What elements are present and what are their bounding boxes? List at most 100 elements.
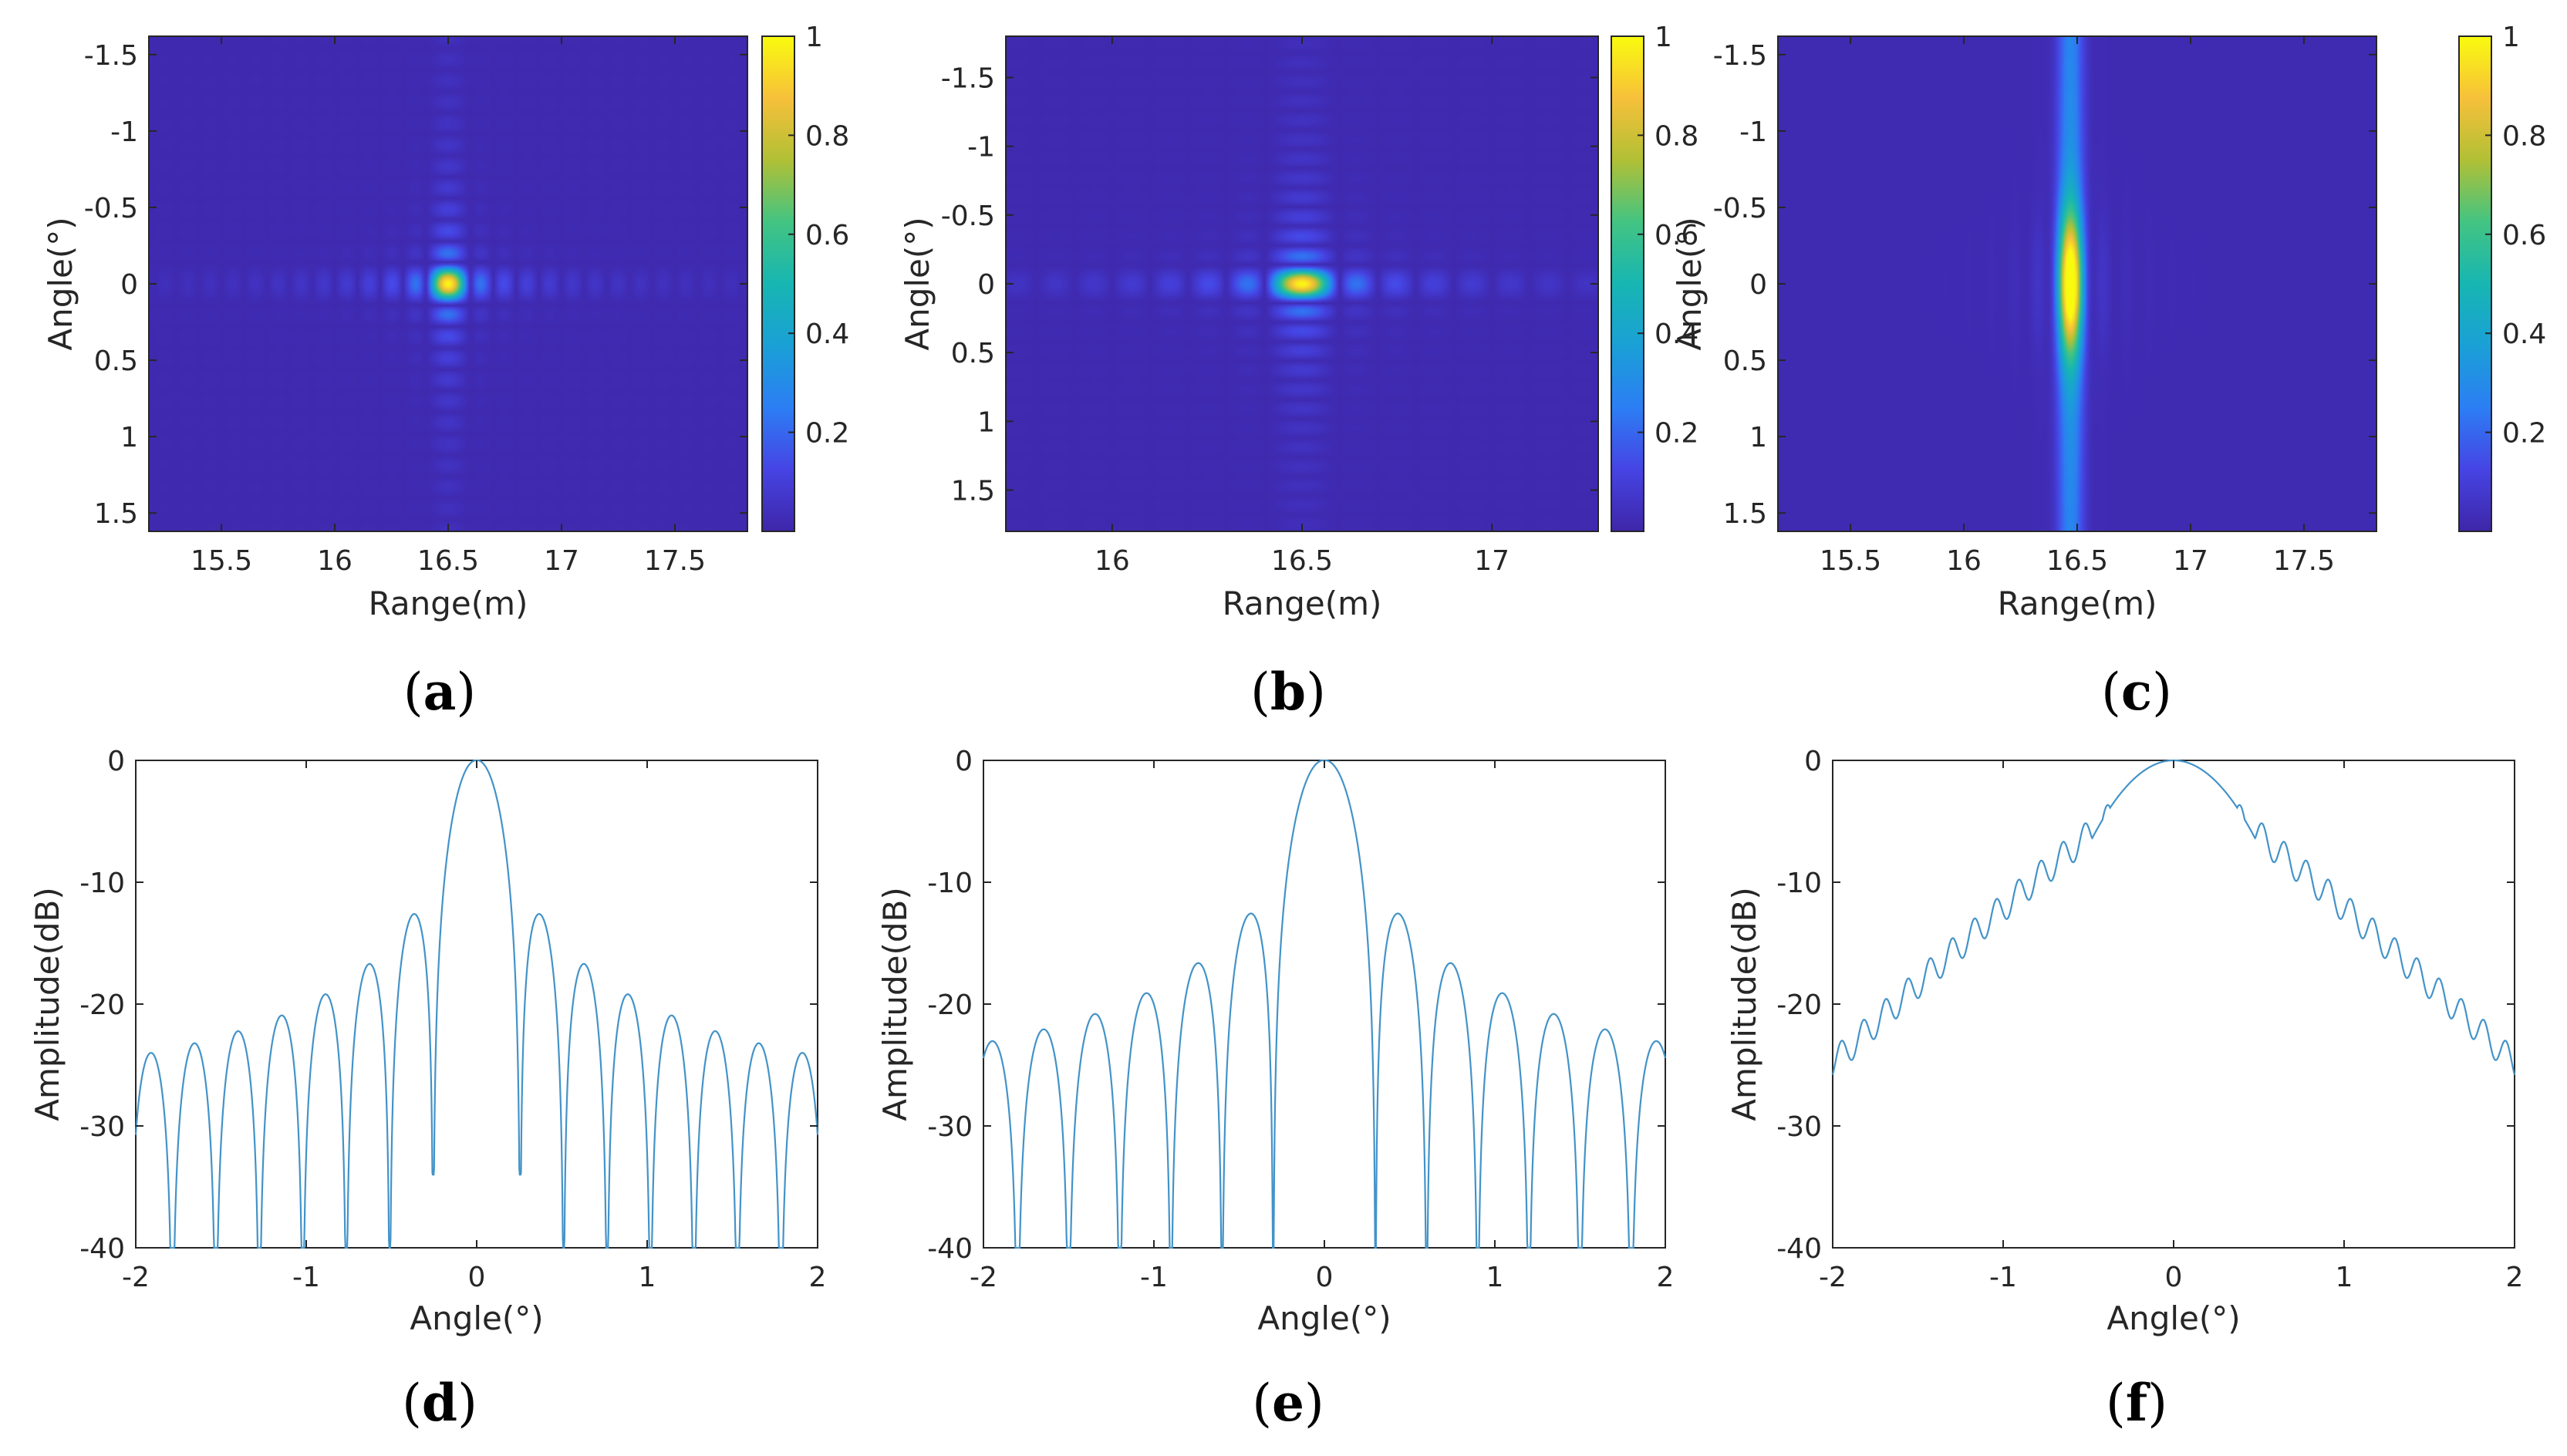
y-tick-label: -1.5: [941, 63, 995, 95]
x-tick-label: 17: [2173, 545, 2208, 577]
colorbar-tick-label: 0.4: [2502, 318, 2546, 350]
x-tick-label: 16: [1095, 545, 1130, 577]
colorbar-tick-label: 1: [1655, 22, 1672, 53]
y-tick-label: -10: [79, 868, 125, 899]
x-tick-label: -1: [1140, 1262, 1168, 1293]
axes-frame: [135, 760, 818, 1249]
y-tick-label: -20: [79, 989, 125, 1021]
colorbar-tick-label: 0.2: [805, 418, 849, 450]
y-tick-label: -20: [927, 989, 973, 1021]
x-tick-label: 0: [2165, 1262, 2183, 1293]
y-tick-label: 0: [107, 746, 125, 777]
y-tick-label: -30: [927, 1111, 973, 1143]
y-tick-label: 0: [120, 269, 138, 301]
x-tick-label: 17: [544, 545, 579, 577]
x-tick-label: 2: [2506, 1262, 2524, 1293]
panel-b-heatmap: 16 16.5 17 -1.5 -1 -0.5 0 0.5 1 1.5 Range(m) Angle(…: [899, 22, 1698, 622]
y-tick-label: 0: [1804, 746, 1822, 777]
y-axis-label: Amplitude(dB): [876, 887, 914, 1121]
colorbar-frame: [2458, 35, 2492, 532]
x-tick-label: 17: [1474, 545, 1510, 577]
x-tick-label: 16: [317, 545, 352, 577]
heatmap-image: [1006, 36, 1598, 531]
x-tick-label: -1: [292, 1262, 320, 1293]
x-tick-label: 16.5: [1271, 545, 1333, 577]
colorbar: [762, 36, 794, 531]
x-axis-label: Angle(°): [1257, 1299, 1391, 1337]
y-tick-label: -1: [967, 132, 995, 163]
x-tick-label: 17.5: [2273, 545, 2335, 577]
colorbar-tick-label: 0.6: [2502, 220, 2546, 251]
colorbar-tick-label: 0.4: [805, 318, 849, 350]
y-tick-label: -1: [1739, 116, 1767, 148]
colorbar-tick-label: 0.4: [1655, 318, 1698, 350]
y-axis-label: Amplitude(dB): [29, 887, 66, 1121]
colorbar-tick-label: 0.6: [805, 220, 849, 251]
x-tick-label: -2: [1819, 1262, 1847, 1293]
y-tick-label: 0: [955, 746, 973, 777]
x-tick-label: 16: [1946, 545, 1982, 577]
x-tick-label: 17.5: [644, 545, 706, 577]
caption-d: (d): [402, 1373, 477, 1433]
colorbar-frame: [761, 35, 795, 532]
y-tick-label: 1: [1749, 422, 1767, 453]
y-tick-label: 1.5: [951, 476, 995, 507]
x-tick-label: 15.5: [191, 545, 252, 577]
y-tick-label: -30: [79, 1111, 125, 1143]
y-tick-label: -0.5: [84, 193, 138, 224]
x-axis-label: Angle(°): [410, 1299, 543, 1337]
x-axis-label: Range(m): [1998, 585, 2157, 622]
caption-a: (a): [403, 662, 476, 722]
caption-f: (f): [2106, 1373, 2167, 1433]
y-tick-label: -1.5: [1713, 40, 1767, 72]
y-tick-label: 0: [1749, 269, 1767, 301]
x-tick-label: 0: [468, 1262, 486, 1293]
y-tick-label: -40: [927, 1233, 973, 1265]
panel-a-heatmap: 15.5 16 16.5 17 17.5 -1.5 -1 -0.5 0 0.5 1 1.5 Range(…: [42, 22, 849, 622]
colorbar-tick-label: 0.8: [2502, 120, 2546, 152]
colorbar-tick-label: 0.2: [1655, 418, 1698, 450]
panel-e-line-plot: -2 -1 0 1 20-10-20-30-40Angle(°)Amplitude(dB…: [876, 746, 1674, 1337]
x-tick-label: 2: [809, 1262, 827, 1293]
panel-f-line-plot: -2 -1 0 1 20-10-20-30-40Angle(°)Amplitude(dB…: [1725, 746, 2523, 1337]
heatmap-image: [1778, 36, 2376, 531]
y-tick-label: -1.5: [84, 40, 138, 72]
x-axis-label: Range(m): [1223, 585, 1382, 622]
x-tick-label: 2: [1657, 1262, 1675, 1293]
y-tick-label: 0: [977, 269, 995, 301]
colorbar-tick-label: 0.8: [805, 120, 849, 152]
y-tick-label: 1: [120, 422, 138, 453]
y-tick-label: 1.5: [1723, 498, 1767, 530]
colorbar-frame: [1611, 35, 1644, 532]
colorbar-tick-label: 1: [805, 22, 823, 53]
y-tick-label: 0.5: [951, 338, 995, 369]
caption-e: (e): [1252, 1373, 1324, 1433]
x-tick-label: -1: [1989, 1262, 2017, 1293]
x-tick-label: -2: [970, 1262, 997, 1293]
axes-frame: [1832, 760, 2515, 1249]
y-tick-label: -0.5: [941, 201, 995, 232]
y-tick-label: -1: [110, 116, 138, 148]
x-tick-label: 1: [639, 1262, 656, 1293]
x-tick-label: -2: [122, 1262, 150, 1293]
colorbar-tick-label: 0.2: [2502, 418, 2546, 450]
y-tick-label: -40: [79, 1233, 125, 1265]
colorbar: [2459, 36, 2491, 531]
y-tick-label: 1: [977, 406, 995, 438]
y-axis-label: Angle(°): [42, 217, 79, 350]
y-axis-label: Angle(°): [1671, 217, 1709, 350]
y-tick-label: -40: [1776, 1233, 1822, 1265]
heatmap-image: [149, 36, 747, 531]
x-tick-label: 15.5: [1820, 545, 1881, 577]
colorbar-tick-label: 0.6: [1655, 220, 1698, 251]
x-tick-label: 16.5: [417, 545, 479, 577]
x-axis-label: Angle(°): [2107, 1299, 2240, 1337]
y-tick-label: -0.5: [1713, 193, 1767, 224]
panel-d-line-plot: -2 -1 0 1 20-10-20-30-40Angle(°)Amplitude(dB…: [29, 746, 826, 1337]
x-tick-label: 16.5: [2046, 545, 2108, 577]
y-tick-label: -10: [1776, 868, 1822, 899]
caption-c: (c): [2101, 662, 2172, 722]
y-tick-label: -20: [1776, 989, 1822, 1021]
x-tick-label: 1: [1486, 1262, 1504, 1293]
